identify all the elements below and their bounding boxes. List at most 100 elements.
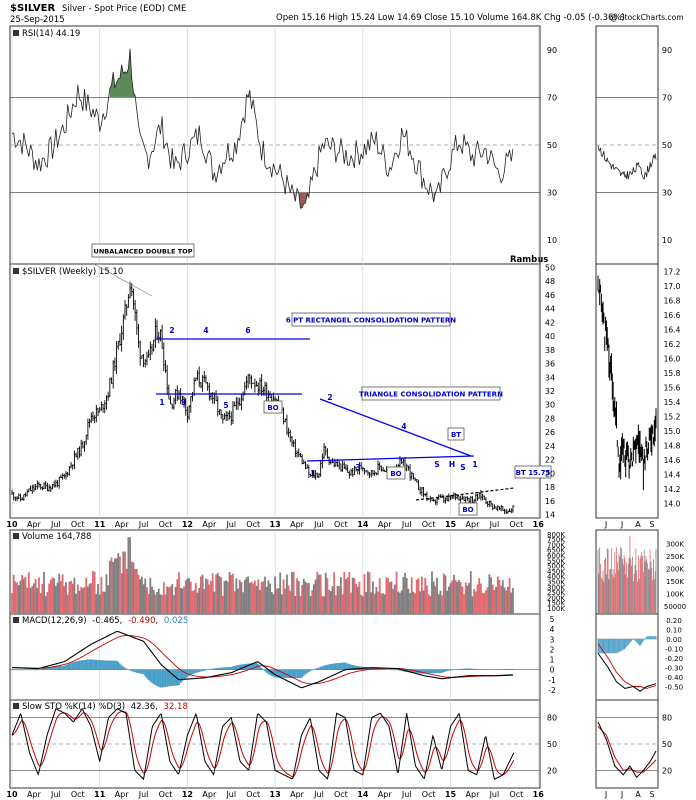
macd-histogram-bar (500, 669, 503, 670)
macd-histogram-bar (355, 665, 357, 670)
price-side-y-tick: 15.8 (664, 369, 681, 378)
macd-histogram-bar (218, 667, 221, 670)
stochastic-x-label: Jul (313, 790, 324, 799)
volume-bar (191, 591, 194, 614)
volume-bar (409, 592, 411, 614)
stochastic-x-label: 13 (270, 790, 281, 799)
macd-histogram-bar (206, 669, 209, 671)
macd-histogram-bar (85, 659, 88, 670)
macd-legend: MACD(12,26,9) -0.465, -0.490, 0.025 (13, 616, 188, 626)
macd-histogram-bar (21, 669, 24, 671)
macd-histogram-bar (107, 660, 110, 670)
volume-bar (34, 578, 37, 614)
side-volume-bar (628, 557, 630, 614)
side-macd-histogram-bar (603, 639, 605, 654)
side-volume-bar (616, 562, 618, 614)
side-volume-bar (627, 577, 628, 614)
stochastic-x-label: Oct (246, 790, 260, 799)
side-macd-histogram-bar (611, 639, 613, 654)
side-macd-histogram-bar (653, 636, 655, 639)
volume-bar (365, 592, 368, 614)
macd-histogram-bar (383, 669, 386, 670)
volume-bar (228, 571, 231, 614)
macd-histogram-bar (345, 662, 347, 670)
macd-histogram-bar (225, 667, 228, 670)
macd-histogram-bar (176, 669, 179, 686)
volume-bar (275, 588, 278, 614)
macd-histogram-bar (378, 668, 381, 670)
stochastic-x-label: 14 (357, 790, 369, 799)
volume-bar (127, 537, 130, 614)
volume-bar (54, 585, 57, 614)
macd-histogram-bar (38, 669, 40, 671)
volume-bar (179, 587, 182, 614)
macd-histogram-bar (183, 669, 185, 680)
volume-bar (436, 577, 438, 614)
side-volume-bar (626, 562, 627, 614)
stochastic-x-label: Jul (489, 790, 500, 799)
side-macd-histogram-bar (628, 639, 630, 644)
macd-histogram-bar (169, 669, 172, 687)
side-volume-bar (646, 559, 648, 614)
volume-bar (483, 593, 486, 614)
macd-histogram-bar (221, 667, 224, 670)
side-volume-bar (644, 561, 646, 614)
volume-bar (392, 589, 395, 614)
volume-bar (289, 590, 292, 614)
macd-histogram-bar (269, 669, 271, 675)
macd-y-tick: 3 (550, 635, 555, 644)
side-macd-histogram-bar (653, 636, 654, 639)
volume-y-tick: 500K (547, 563, 565, 571)
price-x-label: 16 (533, 520, 545, 529)
volume-bar (279, 572, 282, 614)
side-volume-bar (655, 548, 657, 614)
stochastic-x-label: Apr (378, 790, 393, 799)
price-side-y-tick: 14.6 (664, 456, 681, 465)
macd-histogram-bar (291, 669, 293, 679)
macd-histogram-bar (65, 664, 67, 670)
price-side-y-tick: 17.2 (664, 267, 681, 276)
macd-histogram-bar (210, 669, 212, 670)
macd-histogram-bar (471, 668, 474, 670)
volume-bar (265, 586, 268, 614)
volume-bar (178, 572, 180, 614)
side-volume-bar (650, 561, 652, 614)
macd-histogram-bar (505, 669, 508, 670)
macd-side-y-tick: 0.10 (666, 627, 682, 635)
macd-histogram-bar (58, 666, 61, 670)
breakout-label-box (386, 466, 406, 480)
macd-histogram-bar (73, 661, 76, 670)
macd-histogram-bar (139, 669, 142, 674)
side-volume-bar (622, 564, 624, 614)
volume-bar (43, 571, 45, 614)
side-volume-bar (621, 559, 623, 614)
volume-bar (400, 590, 403, 614)
volume-bar (346, 577, 349, 614)
volume-bar (262, 581, 265, 614)
side-macd-histogram-bar (655, 636, 657, 639)
rsi-y-tick: 10 (547, 236, 557, 245)
volume-bar (355, 583, 357, 614)
rectangle-pattern-callout: 6 PT RECTANGEL CONSOLIDATION PATTERN (286, 317, 456, 325)
side-volume-bar (620, 547, 622, 614)
volume-bar (432, 581, 435, 614)
volume-bar (328, 589, 330, 614)
macd-histogram-bar (103, 660, 106, 670)
price-legend: $SILVER (Weekly) 15.10 (13, 267, 123, 277)
rsi-side-y-tick: 90 (662, 46, 672, 55)
volume-bar (326, 578, 329, 614)
macd-histogram-bar (392, 669, 395, 671)
backtest-label: BT (451, 431, 461, 439)
volume-bar (248, 582, 251, 614)
macd-histogram-bar (431, 669, 433, 674)
macd-layer (10, 630, 540, 689)
macd-histogram-bar (129, 669, 131, 671)
volume-bar (173, 595, 175, 614)
side-x-label: J (620, 790, 623, 799)
price-y-tick: 40 (545, 332, 555, 341)
macd-histogram-bar (87, 659, 89, 670)
macd-histogram-bar (178, 669, 180, 686)
macd-histogram-bar (358, 666, 361, 670)
macd-histogram-bar (451, 669, 454, 671)
volume-bar (95, 594, 98, 614)
